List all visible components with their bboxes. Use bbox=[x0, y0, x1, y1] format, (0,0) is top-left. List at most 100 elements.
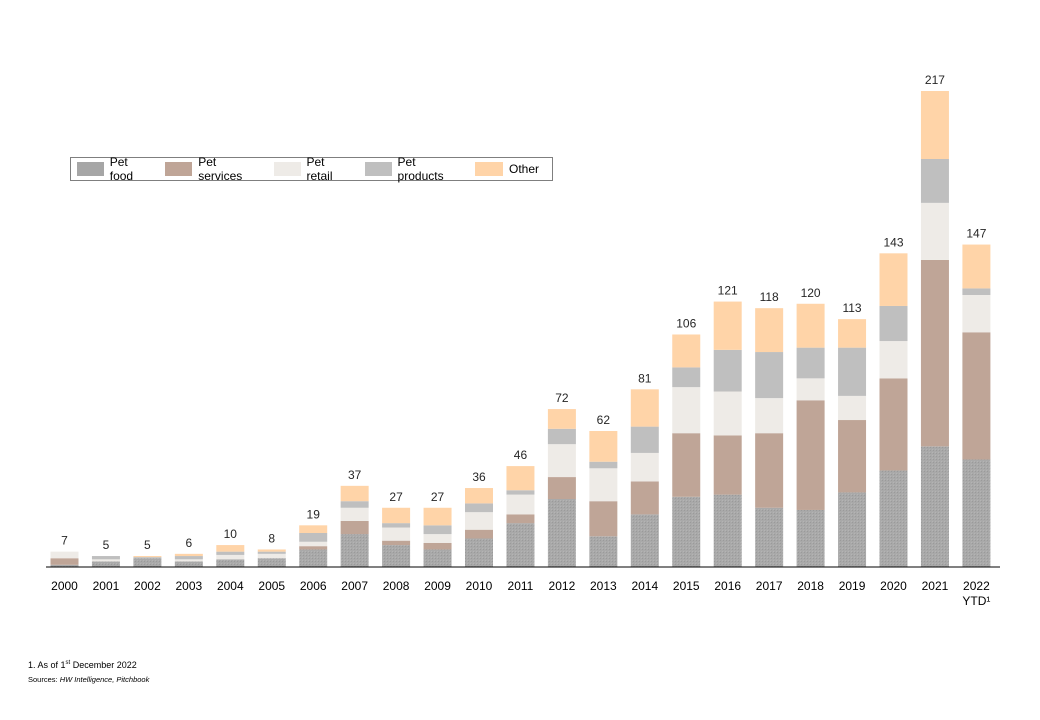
bar-segment bbox=[382, 527, 411, 541]
bar-segment bbox=[465, 503, 493, 513]
total-label: 8 bbox=[268, 531, 275, 545]
bar-segment bbox=[257, 551, 286, 554]
bar-segment bbox=[672, 367, 701, 388]
bar-segment bbox=[630, 389, 659, 427]
bar-segment bbox=[133, 556, 162, 558]
bar-segment bbox=[506, 514, 535, 524]
bar-segment bbox=[299, 533, 328, 542]
bar-segment bbox=[796, 303, 825, 348]
bar-segment bbox=[962, 332, 991, 460]
bar-segment bbox=[340, 534, 369, 567]
bar-segment bbox=[962, 295, 991, 333]
bar-segment bbox=[216, 545, 245, 552]
bar-segment bbox=[879, 378, 908, 471]
bar-segment bbox=[755, 507, 784, 567]
x-tick-labels-group: 2000 2001 2002 2003 2004 2005 2006 2007 2008 2009… bbox=[51, 579, 990, 608]
x-tick-label: 2002 bbox=[134, 579, 161, 593]
bar-segment bbox=[589, 468, 618, 502]
bar-segment bbox=[216, 559, 245, 567]
bar-segment bbox=[547, 428, 576, 445]
legend-label: Other bbox=[508, 162, 539, 176]
bar-segment bbox=[547, 499, 576, 567]
bar-segment bbox=[589, 461, 618, 469]
sources-note: Sources: HW Intelligence, Pitchbook bbox=[28, 675, 150, 684]
total-label: 121 bbox=[718, 284, 738, 298]
total-label: 143 bbox=[883, 235, 903, 249]
total-label: 5 bbox=[144, 538, 151, 552]
bar-segment bbox=[506, 466, 535, 491]
bar-segment bbox=[755, 398, 784, 434]
bar-segment bbox=[465, 538, 493, 567]
x-tick-label: 2011 bbox=[508, 579, 534, 593]
bar-segment bbox=[382, 545, 411, 567]
x-tick-label: 2018 bbox=[797, 579, 824, 593]
bar-segment bbox=[962, 288, 991, 295]
bar-segment bbox=[257, 553, 286, 559]
bar-segment bbox=[133, 557, 162, 559]
bar-segment bbox=[50, 564, 79, 567]
legend-swatch bbox=[77, 162, 104, 176]
total-labels-group: 7 5 5 6 10 8 19 37 27 27 36 46 72 62 81 106 121 118 120 113… bbox=[61, 73, 987, 552]
bar-segment bbox=[713, 301, 742, 350]
bar-segment bbox=[838, 395, 867, 421]
bar-segment bbox=[755, 433, 784, 508]
total-label: 72 bbox=[555, 391, 569, 405]
x-tick-label: 2021 bbox=[922, 579, 949, 593]
bar-segment bbox=[838, 492, 867, 567]
bar-segment bbox=[340, 501, 369, 508]
legend-label: Pet products bbox=[397, 155, 444, 183]
bar-segment bbox=[423, 534, 452, 543]
total-label: 120 bbox=[801, 286, 821, 300]
bar-segment bbox=[920, 159, 949, 203]
bar-segment bbox=[796, 509, 825, 567]
bar-segment bbox=[257, 549, 286, 552]
x-tick-label: YTD¹ bbox=[962, 594, 990, 608]
total-label: 46 bbox=[514, 448, 528, 462]
legend-swatch bbox=[364, 162, 392, 176]
bar-segment bbox=[91, 561, 120, 567]
bar-segment bbox=[340, 507, 369, 521]
bar-segment bbox=[506, 490, 535, 495]
total-label: 6 bbox=[186, 536, 193, 550]
legend-label: Pet retail bbox=[306, 155, 333, 183]
x-tick-label: 2014 bbox=[631, 579, 658, 593]
bar-segment bbox=[713, 494, 742, 567]
bar-segment bbox=[547, 477, 576, 499]
bar-segment bbox=[755, 352, 784, 399]
bar-segment bbox=[879, 305, 908, 342]
bar-segment bbox=[920, 446, 949, 567]
bar-segment bbox=[589, 536, 618, 567]
bar-segment bbox=[506, 523, 535, 567]
legend-label: Pet food bbox=[109, 155, 134, 183]
bar-segment bbox=[299, 546, 328, 550]
bar-segment bbox=[838, 347, 867, 396]
bars-group bbox=[50, 91, 991, 567]
x-tick-label: 2010 bbox=[466, 579, 493, 593]
x-tick-label: 2000 bbox=[51, 579, 78, 593]
x-tick-label: 2015 bbox=[673, 579, 700, 593]
bar-segment bbox=[216, 554, 245, 560]
bar-segment bbox=[382, 523, 411, 528]
x-tick-label: 2012 bbox=[549, 579, 576, 593]
bar-segment bbox=[838, 319, 867, 348]
total-label: 118 bbox=[760, 290, 779, 304]
bar-segment bbox=[299, 549, 328, 567]
total-label: 27 bbox=[389, 490, 403, 504]
bar-segment bbox=[672, 387, 701, 434]
x-tick-label: 2022 bbox=[963, 579, 990, 593]
bar-segment bbox=[920, 91, 949, 159]
bar-segment bbox=[920, 259, 949, 447]
x-tick-label: 2008 bbox=[383, 579, 410, 593]
bar-segment bbox=[133, 558, 162, 567]
bar-segment bbox=[91, 559, 120, 562]
bar-segment bbox=[796, 378, 825, 401]
total-label: 10 bbox=[224, 527, 238, 541]
bar-segment bbox=[672, 433, 701, 497]
bar-segment bbox=[299, 541, 328, 547]
bar-segment bbox=[174, 556, 203, 560]
bar-segment bbox=[465, 529, 493, 539]
bar-segment bbox=[465, 512, 493, 530]
bar-segment bbox=[340, 520, 369, 535]
legend-label: Pet services bbox=[198, 155, 243, 183]
